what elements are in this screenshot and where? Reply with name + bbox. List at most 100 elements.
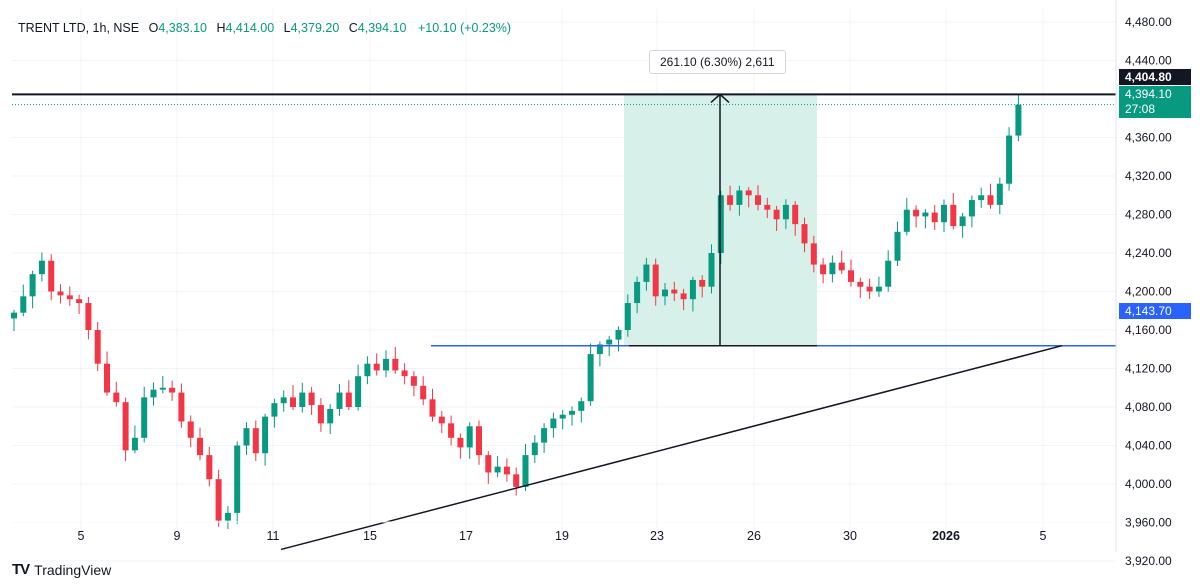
- candle[interactable]: [401, 363, 408, 385]
- candle[interactable]: [94, 321, 101, 372]
- candle[interactable]: [894, 221, 901, 266]
- candle[interactable]: [615, 326, 622, 352]
- candle[interactable]: [513, 467, 520, 496]
- candle[interactable]: [355, 364, 362, 411]
- candle[interactable]: [1006, 127, 1013, 191]
- candle[interactable]: [792, 201, 799, 236]
- candle[interactable]: [336, 384, 343, 416]
- candle[interactable]: [11, 309, 17, 331]
- candle[interactable]: [485, 451, 492, 484]
- candle[interactable]: [57, 284, 64, 304]
- candle[interactable]: [20, 284, 27, 317]
- candle[interactable]: [699, 275, 706, 298]
- candle[interactable]: [950, 193, 957, 230]
- candle[interactable]: [243, 422, 250, 455]
- candle[interactable]: [317, 398, 324, 432]
- candle[interactable]: [727, 185, 734, 211]
- candle[interactable]: [522, 443, 529, 491]
- candle[interactable]: [1015, 94, 1022, 142]
- candle[interactable]: [392, 346, 399, 374]
- candle[interactable]: [448, 415, 455, 446]
- candle[interactable]: [262, 413, 269, 466]
- candle[interactable]: [773, 205, 780, 231]
- candle[interactable]: [85, 296, 92, 340]
- candle[interactable]: [838, 250, 845, 274]
- candle[interactable]: [820, 258, 827, 284]
- candle[interactable]: [29, 270, 36, 309]
- candle[interactable]: [308, 386, 315, 415]
- candle[interactable]: [327, 404, 334, 434]
- candle[interactable]: [736, 185, 743, 216]
- candle[interactable]: [996, 177, 1003, 215]
- candle[interactable]: [717, 190, 724, 265]
- candle[interactable]: [187, 415, 194, 448]
- candle[interactable]: [587, 343, 594, 406]
- candle[interactable]: [364, 356, 371, 385]
- candle[interactable]: [290, 385, 296, 411]
- candle[interactable]: [410, 371, 417, 397]
- candle[interactable]: [457, 433, 464, 459]
- candle[interactable]: [866, 278, 873, 299]
- candle[interactable]: [113, 381, 120, 407]
- candle[interactable]: [234, 441, 241, 525]
- candle[interactable]: [745, 187, 752, 208]
- candle[interactable]: [66, 286, 73, 306]
- candle[interactable]: [48, 254, 55, 301]
- candle[interactable]: [541, 423, 548, 453]
- candle[interactable]: [383, 350, 389, 378]
- candle[interactable]: [169, 380, 176, 401]
- candle[interactable]: [987, 183, 994, 209]
- candle[interactable]: [689, 276, 696, 312]
- candle[interactable]: [978, 187, 985, 208]
- candle[interactable]: [755, 185, 761, 211]
- candle[interactable]: [875, 276, 882, 297]
- candle[interactable]: [159, 375, 166, 394]
- candle[interactable]: [206, 446, 213, 487]
- candle[interactable]: [968, 195, 975, 228]
- candle[interactable]: [578, 397, 585, 423]
- candle[interactable]: [150, 382, 157, 406]
- candle[interactable]: [197, 427, 203, 461]
- candle[interactable]: [885, 250, 892, 292]
- candle[interactable]: [662, 283, 668, 306]
- candle[interactable]: [420, 376, 427, 406]
- candle[interactable]: [141, 386, 148, 443]
- candle[interactable]: [680, 288, 687, 311]
- candle[interactable]: [624, 294, 631, 337]
- tradingview-branding[interactable]: TV TradingView: [12, 561, 111, 578]
- candle[interactable]: [643, 257, 650, 291]
- candle[interactable]: [76, 294, 83, 314]
- candle[interactable]: [782, 199, 789, 230]
- candle[interactable]: [104, 351, 110, 396]
- candle[interactable]: [38, 252, 45, 282]
- candle[interactable]: [829, 255, 836, 283]
- candle[interactable]: [438, 411, 445, 434]
- candle[interactable]: [857, 277, 864, 298]
- candle[interactable]: [559, 410, 566, 430]
- candle[interactable]: [550, 412, 557, 438]
- candle[interactable]: [801, 217, 808, 253]
- candle[interactable]: [466, 422, 473, 459]
- candle[interactable]: [178, 383, 185, 428]
- candle[interactable]: [959, 212, 966, 238]
- candle[interactable]: [494, 455, 501, 478]
- candle[interactable]: [922, 209, 929, 229]
- candle[interactable]: [131, 425, 138, 454]
- candle[interactable]: [569, 406, 575, 426]
- candle[interactable]: [810, 235, 817, 273]
- candle[interactable]: [708, 244, 715, 294]
- candle[interactable]: [764, 197, 771, 219]
- candle[interactable]: [634, 276, 641, 314]
- candle[interactable]: [122, 397, 129, 462]
- candle[interactable]: [913, 205, 920, 228]
- candle[interactable]: [941, 199, 947, 233]
- candle[interactable]: [931, 204, 938, 230]
- candle[interactable]: [671, 281, 678, 302]
- candle[interactable]: [215, 469, 222, 527]
- rising-trendline[interactable]: [280, 344, 1063, 551]
- candle[interactable]: [848, 259, 854, 287]
- candle[interactable]: [429, 388, 436, 422]
- candle[interactable]: [345, 380, 352, 411]
- candle[interactable]: [299, 382, 306, 413]
